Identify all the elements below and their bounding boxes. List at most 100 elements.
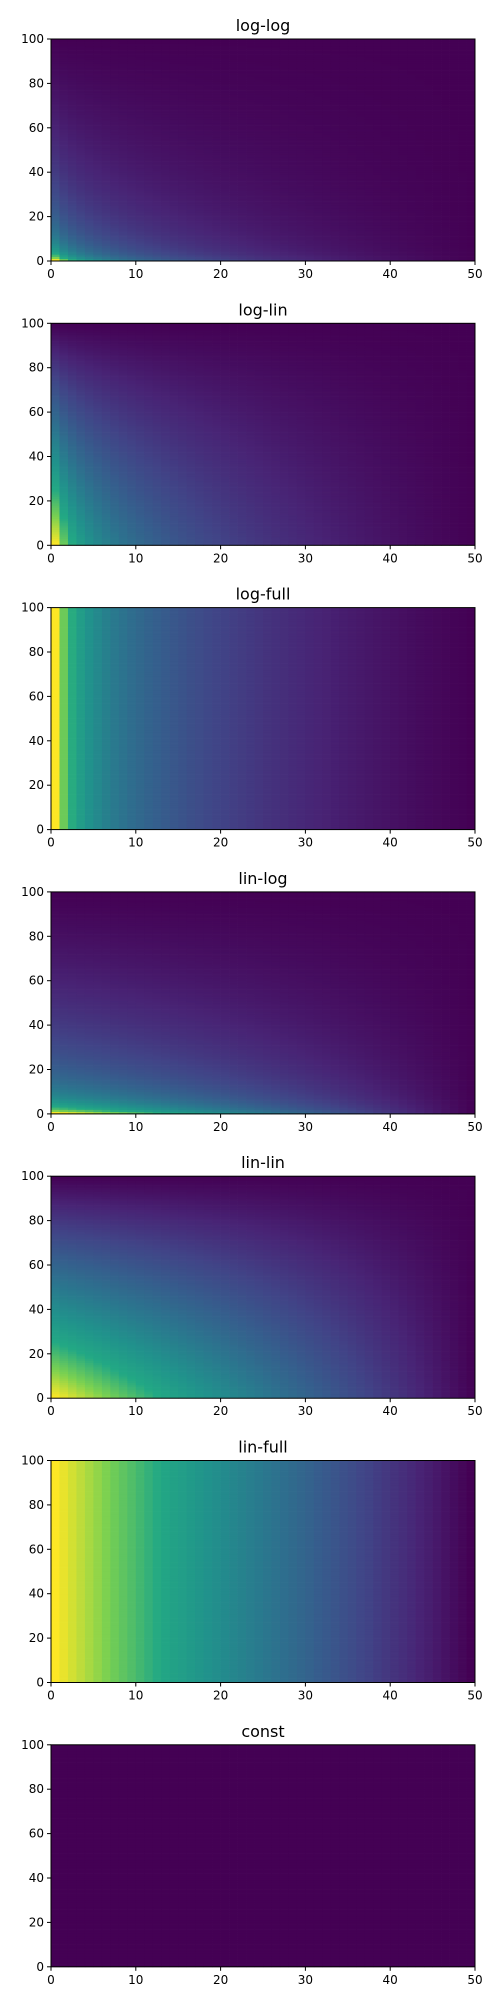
heatmap-cell [322,194,331,197]
heatmap-cell [127,237,136,240]
heatmap-cell [322,157,331,160]
heatmap-cell [467,257,476,260]
heatmap-cell [119,243,128,246]
heatmap-cell [416,245,425,248]
heatmap-cell [110,194,119,197]
heatmap-cell [373,190,382,193]
heatmap-cell [458,181,467,184]
heatmap-cell [161,234,170,237]
heatmap-cell [331,168,340,171]
heatmap-cell [433,172,442,175]
heatmap-cell [424,190,433,193]
heatmap-cell [339,230,348,233]
heatmap-cell [93,248,102,251]
heatmap-cell [382,197,391,200]
heatmap-cell [441,172,450,175]
heatmap-cell [119,172,128,175]
heatmap-cell [365,248,374,251]
heatmap-cell [297,228,306,231]
heatmap-cell [441,161,450,164]
heatmap-cell [144,157,153,160]
heatmap-cell [246,163,255,166]
heatmap-cell [255,214,264,217]
heatmap-cell [153,201,162,204]
heatmap-cell [110,188,119,191]
heatmap-cell [365,254,374,257]
heatmap-cell [68,192,77,195]
heatmap-cell [288,243,297,246]
heatmap-cell [170,190,179,193]
heatmap-cell [416,188,425,191]
heatmap-cell [110,208,119,211]
heatmap-cell [212,174,221,177]
heatmap-cell [221,239,230,242]
heatmap-cell [458,168,467,171]
heatmap-cell [119,237,128,240]
heatmap-cell [204,172,213,175]
heatmap-cell [297,208,306,211]
heatmap-cell [119,188,128,191]
heatmap-cell [119,197,128,200]
heatmap-cell [221,234,230,237]
heatmap-cell [93,168,102,171]
heatmap-cell [433,161,442,164]
heatmap-cell [187,210,196,213]
heatmap-cell [93,203,102,206]
heatmap-cell [467,225,476,228]
heatmap-cell [373,159,382,162]
heatmap-cell [178,214,187,217]
heatmap-cell [441,163,450,166]
heatmap-cell [187,163,196,166]
heatmap-cell [458,237,467,240]
heatmap-cell [246,245,255,248]
heatmap-cell [136,228,145,231]
heatmap-cell [399,212,408,215]
heatmap-cell [246,212,255,215]
heatmap-cell [93,206,102,209]
heatmap-cell [339,203,348,206]
heatmap-cell [382,166,391,169]
heatmap-cell [68,232,77,235]
heatmap-cell [407,230,416,233]
heatmap-cell [365,163,374,166]
heatmap-cell [238,166,247,169]
heatmap-cell [441,183,450,186]
heatmap-cell [212,257,221,260]
heatmap-cell [373,257,382,260]
heatmap-cell [246,186,255,189]
heatmap-cell [263,221,272,224]
heatmap-cell [348,257,357,260]
heatmap-cell [297,188,306,191]
heatmap-cell [271,245,280,248]
heatmap-cell [255,170,264,173]
heatmap-cell [93,190,102,193]
heatmap-cell [144,210,153,213]
heatmap-cell [314,179,323,182]
heatmap-cell [373,170,382,173]
heatmap-cell [144,174,153,177]
heatmap-cell [238,212,247,215]
heatmap-cell [271,188,280,191]
heatmap-cell [407,254,416,257]
heatmap-cell [297,248,306,251]
heatmap-cell [297,201,306,204]
heatmap-cell [119,252,128,255]
heatmap-cell [331,166,340,169]
heatmap-cell [161,168,170,171]
heatmap-cell [238,192,247,195]
heatmap-cell [76,250,85,253]
heatmap-cell [76,190,85,193]
heatmap-cell [305,250,314,253]
heatmap-cell [238,179,247,182]
heatmap-cell [153,170,162,173]
heatmap-cell [288,166,297,169]
heatmap-cell [102,192,111,195]
heatmap-cell [288,197,297,200]
heatmap-cell [136,177,145,180]
heatmap-cell [212,232,221,235]
heatmap-cell [59,186,68,189]
heatmap-cell [288,228,297,231]
heatmap-cell [407,239,416,242]
heatmap-cell [221,159,230,162]
heatmap-cell [136,188,145,191]
